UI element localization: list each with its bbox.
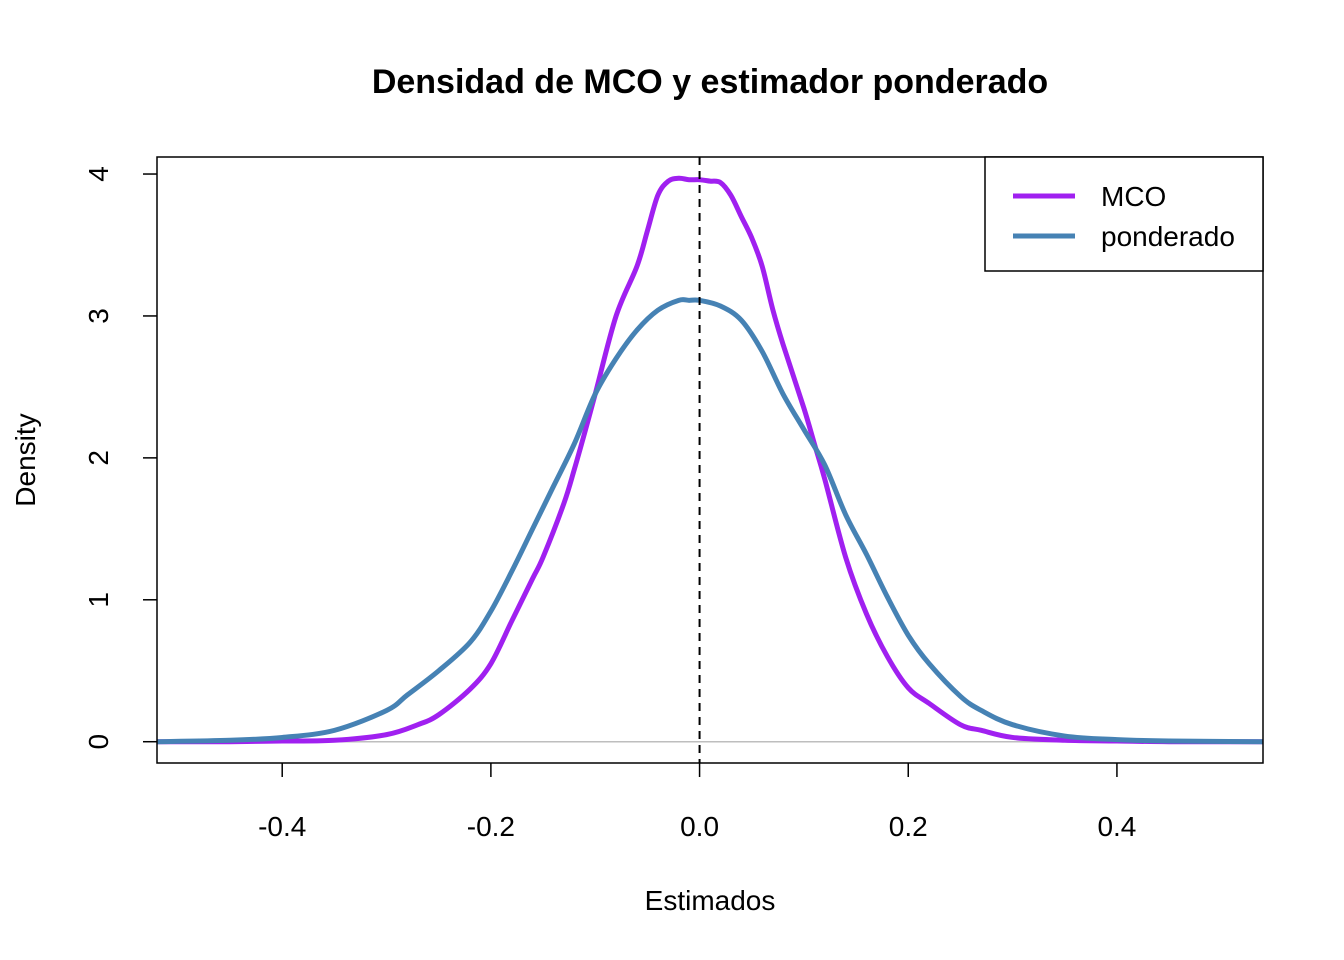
x-tick-label: 0.4: [1097, 811, 1136, 842]
x-tick-label: 0.2: [889, 811, 928, 842]
legend-label-mco: MCO: [1101, 181, 1166, 212]
y-tick-label: 0: [83, 734, 114, 750]
y-tick-label: 3: [83, 308, 114, 324]
x-tick-label: 0.0: [680, 811, 719, 842]
plot-frame: [156, 156, 1264, 764]
x-axis: -0.4 -0.2 0.0 0.2 0.4: [258, 763, 1136, 842]
x-tick-label: -0.2: [467, 811, 515, 842]
y-tick-label: 1: [83, 592, 114, 608]
legend-label-ponderado: ponderado: [1101, 221, 1235, 252]
series-line-ponderado: [156, 297, 1264, 745]
legend-box: [984, 156, 1264, 272]
series-layer: [156, 175, 1264, 745]
y-axis-label: Density: [10, 413, 41, 506]
legend: MCO ponderado: [984, 156, 1264, 272]
x-axis-label: Estimados: [645, 885, 776, 916]
y-tick-label: 4: [83, 166, 114, 182]
series-line-mco: [156, 175, 1264, 745]
y-axis: 0 1 2 3 4: [83, 166, 157, 749]
x-tick-label: -0.4: [258, 811, 306, 842]
y-tick-label: 2: [83, 450, 114, 466]
chart-title: Densidad de MCO y estimador ponderado: [372, 63, 1048, 101]
